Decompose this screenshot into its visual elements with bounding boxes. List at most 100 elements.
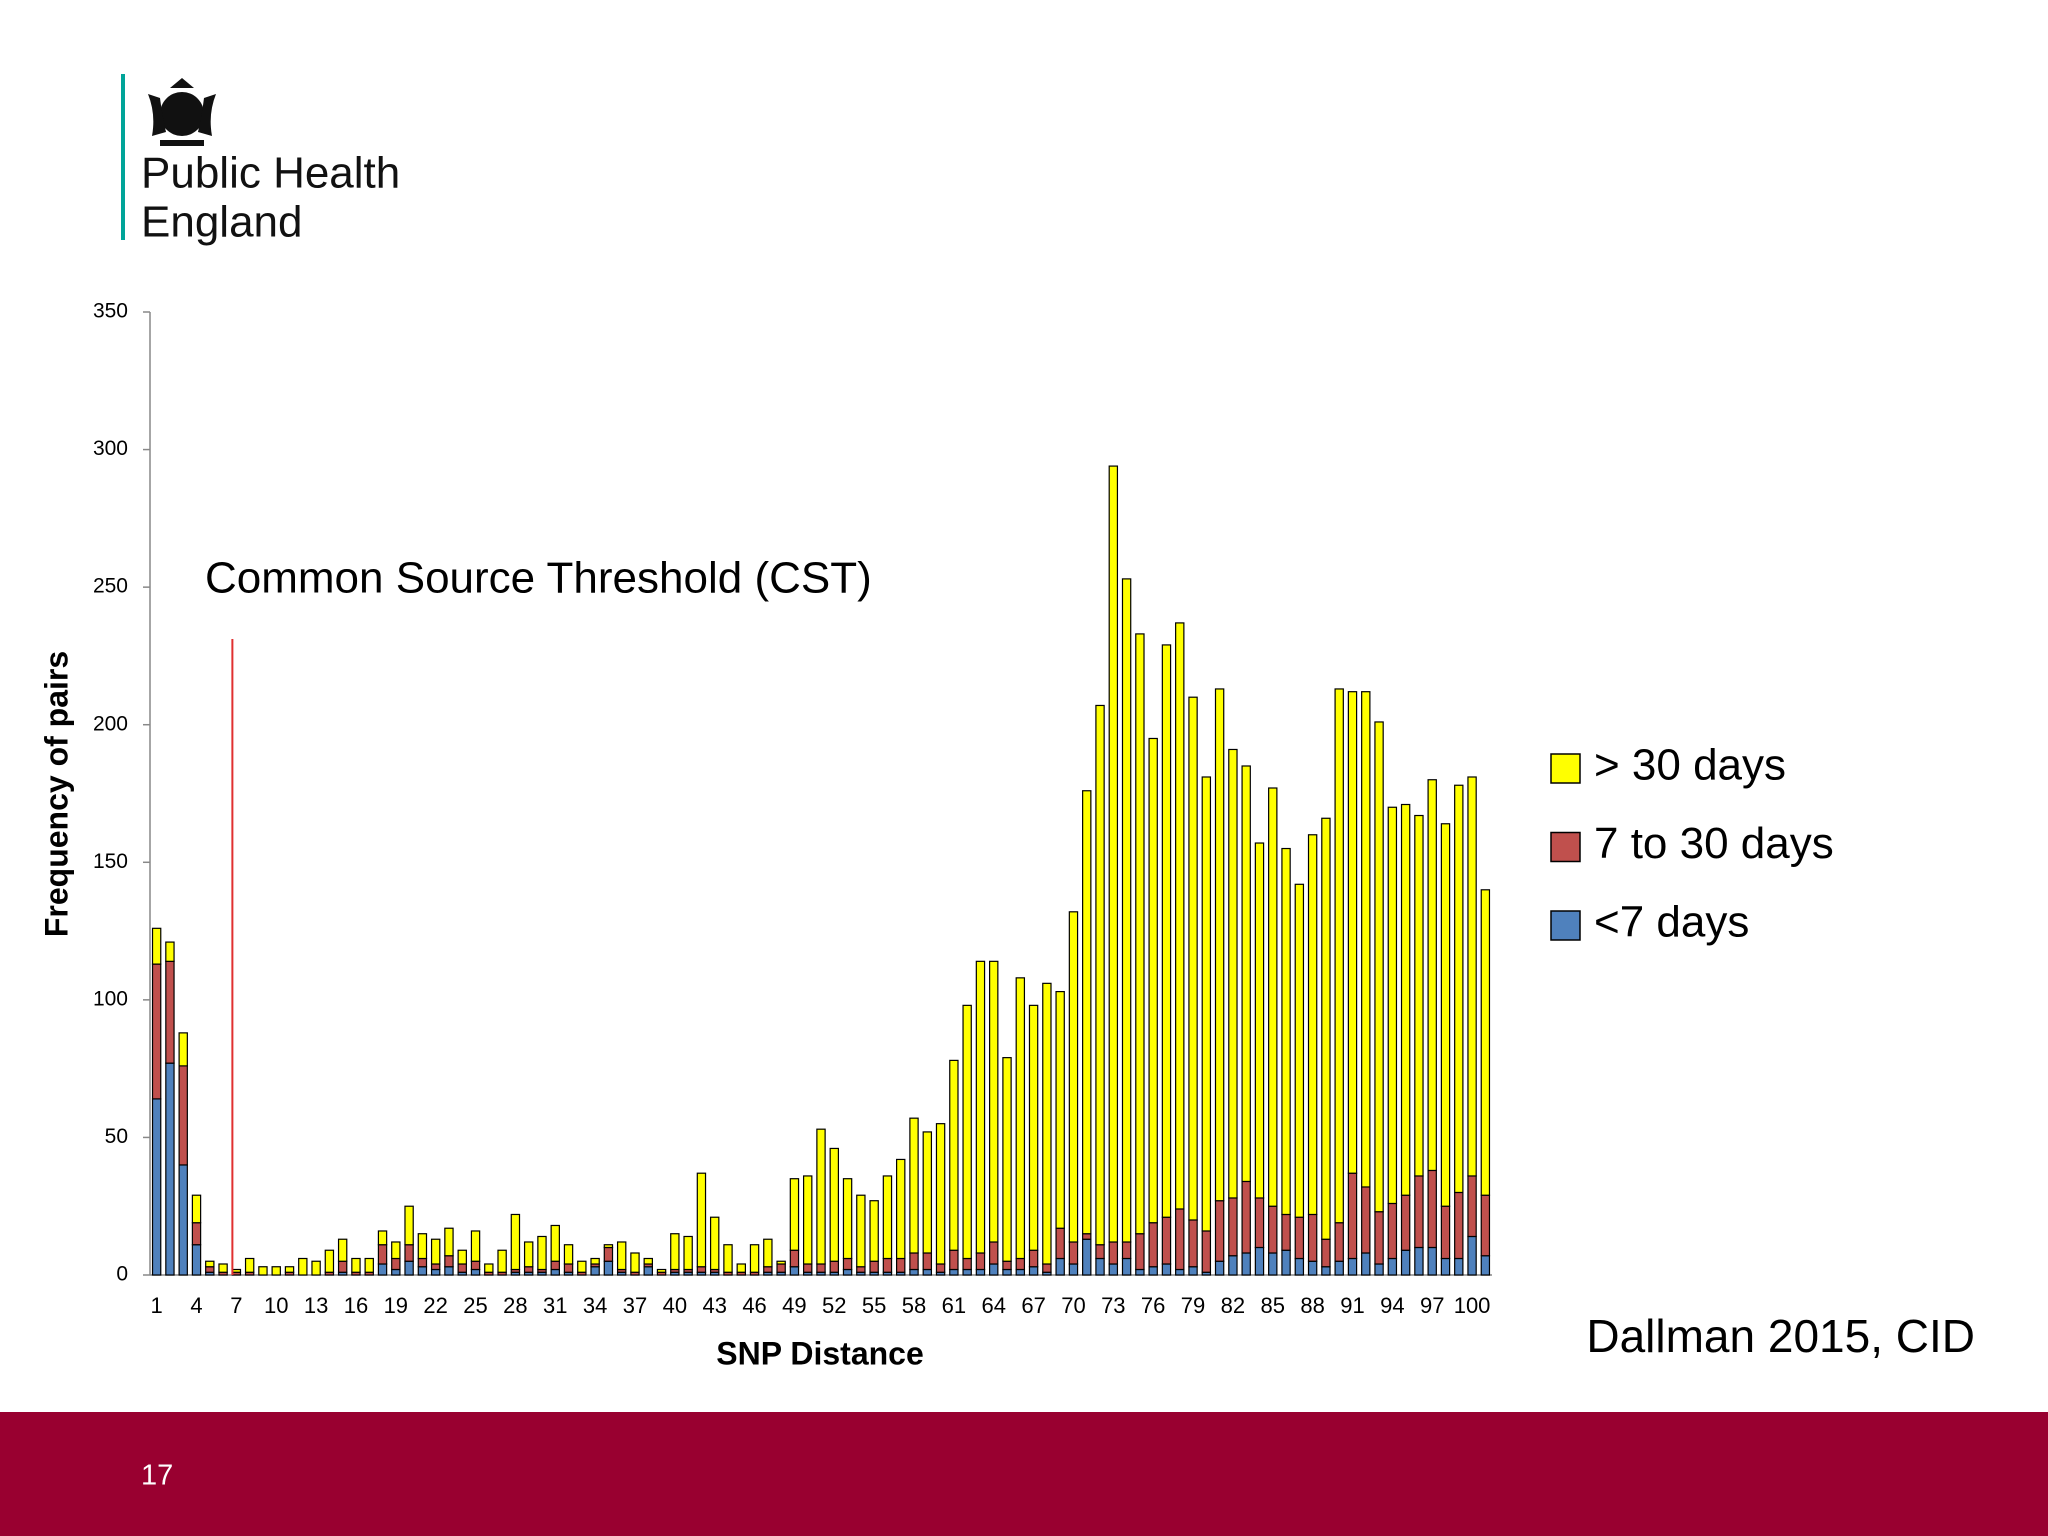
bar-segment [1374,1263,1384,1276]
bar-segment [1281,847,1291,1216]
bar-segment [430,1263,441,1271]
bar-segment [816,1263,826,1273]
bar-segment [1175,1208,1185,1271]
bar-segment [1175,622,1185,1210]
bar-segment [869,1260,879,1273]
y-tick-label: 0 [116,1263,128,1286]
bar-segment [909,1117,919,1254]
bar-segment [1188,1219,1198,1268]
x-tick-label: 70 [1061,1293,1085,1318]
bar-segment [776,1263,786,1273]
bar-segment [962,1268,972,1276]
bar-segment [191,1244,202,1276]
org-name: England [141,198,302,247]
bar-segment [178,1164,188,1276]
bar-segment [258,1266,268,1276]
bar-segment [1307,834,1318,1216]
bar-segment [1108,1263,1119,1276]
bar-segment [1294,883,1305,1218]
bar-segment [1361,1252,1371,1276]
bar-segment [1068,1263,1079,1276]
bar-segment [630,1252,640,1273]
x-tick-label: 22 [423,1293,447,1318]
bar-segment [829,1260,840,1273]
bar-segment [1121,1257,1132,1276]
bar-segment [457,1263,467,1273]
bar-segment [1095,1244,1105,1260]
bar-segment [391,1257,401,1271]
bar-segment [1108,465,1119,1243]
bar-segment [404,1244,414,1262]
bar-segment [417,1257,428,1268]
bar-segment [1228,1197,1238,1257]
bar-segment [1214,688,1225,1202]
bar-segment [856,1266,866,1273]
bar-segment [1268,1252,1278,1276]
x-tick-label: 94 [1380,1293,1404,1318]
bar-segment [1294,1257,1305,1276]
bar-segment [683,1235,693,1271]
bar-segment [311,1260,321,1276]
bar-segment [1135,1268,1145,1276]
bar-segment [1042,1263,1052,1273]
bar-segment [1467,1175,1477,1238]
bar-segment [1387,806,1398,1205]
bar-segment [444,1227,454,1257]
bar-segment [1055,991,1065,1229]
bar-segment [922,1268,933,1276]
y-tick-label: 150 [93,850,128,873]
bar-segment [1387,1202,1398,1260]
bar-segment [563,1244,574,1265]
bar-segment [430,1238,441,1265]
x-tick-label: 10 [264,1293,288,1318]
bar-segment [962,1004,972,1260]
bar-segment [1002,1057,1012,1262]
bar-segment [391,1241,401,1260]
bar-segment [1414,814,1424,1177]
bar-segment [191,1222,202,1246]
y-tick-label: 300 [93,437,128,460]
bar-segment [842,1178,853,1260]
bar-segment [430,1268,441,1276]
bar-segment [1400,1249,1411,1276]
bar-segment [1015,977,1026,1260]
bar-segment [523,1266,534,1273]
bar-segment [1374,721,1384,1213]
bar-segment [1015,1268,1026,1276]
bar-segment [1201,776,1212,1232]
legend-swatch [1550,753,1581,784]
bar-segment [1440,1205,1451,1260]
bar-segment [1121,578,1132,1243]
bar-segment [1414,1246,1424,1276]
bar-segment [151,1098,162,1276]
bar-segment [417,1233,428,1260]
bar-segment [1268,1205,1278,1254]
bar-segment [763,1238,773,1268]
x-tick-label: 64 [981,1293,1005,1318]
bar-segment [1454,784,1464,1194]
bar-segment [1268,787,1278,1207]
bar-segment [1480,889,1491,1196]
bar-segment [1175,1268,1185,1276]
bar-segment [590,1266,600,1276]
bar-segment [1068,1241,1079,1265]
bar-segment [1321,817,1331,1240]
bar-segment [1454,1191,1464,1260]
legend-label: > 30 days [1594,741,1786,790]
page-number: 17 [141,1460,173,1492]
y-axis-title: Frequency of pairs [38,651,74,937]
bar-segment [457,1249,467,1265]
bar-segment [470,1260,481,1271]
bar-segment [842,1257,853,1271]
bar-segment [1228,1255,1238,1276]
bar-segment [151,963,162,1100]
x-tick-label: 79 [1181,1293,1205,1318]
bar-segment [1082,1238,1092,1276]
x-tick-label: 61 [942,1293,966,1318]
bar-segment [776,1260,786,1265]
bar-segment [364,1257,374,1273]
bar-segment [244,1257,255,1273]
y-tick-label: 100 [93,987,128,1010]
